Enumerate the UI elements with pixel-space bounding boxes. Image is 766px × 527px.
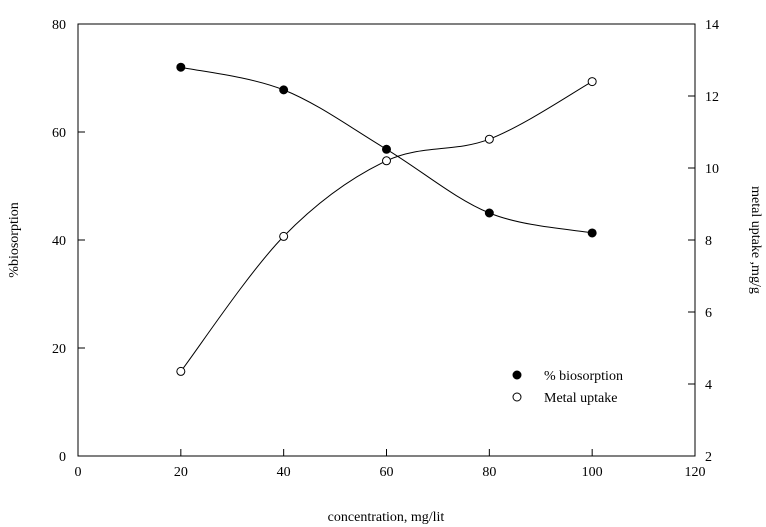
y-tick-label: 60 xyxy=(52,126,66,141)
data-point-metal-uptake xyxy=(382,156,391,166)
y2-tick-label: 10 xyxy=(705,162,719,177)
legend: % biosorption Metal uptake xyxy=(512,369,623,406)
series-line-metal-uptake xyxy=(180,81,593,372)
x-tick-label: 40 xyxy=(277,465,291,480)
y2-axis-label: metal uptake ,mg/g xyxy=(748,186,763,294)
x-axis-label: concentration, mg/lit xyxy=(328,510,445,525)
y-tick-label: 0 xyxy=(59,450,66,465)
y2-tick-label: 14 xyxy=(705,18,719,33)
y2-tick-label: 8 xyxy=(705,234,712,249)
legend-label-metal-uptake: Metal uptake xyxy=(544,391,617,406)
curves xyxy=(180,66,593,372)
y2-tick-label: 2 xyxy=(705,450,712,465)
legend-marker-biosorption xyxy=(512,370,522,380)
data-point-biosorption xyxy=(279,85,289,95)
data-point-metal-uptake xyxy=(484,134,494,144)
y2-tick-label: 6 xyxy=(705,306,712,321)
y-tick-label: 80 xyxy=(52,18,66,33)
legend-label-biosorption: % biosorption xyxy=(544,369,623,384)
ticks: 0 20 40 60 80 100 120 0 20 40 60 80 2 4 6 8 10 12 14 xyxy=(52,18,719,480)
data-point-biosorption xyxy=(382,144,391,154)
markers xyxy=(176,62,597,376)
x-tick-label: 100 xyxy=(582,465,603,480)
y2-tick-label: 12 xyxy=(705,90,719,105)
y2-tick-label: 4 xyxy=(705,378,712,393)
x-tick-label: 60 xyxy=(380,465,394,480)
x-tick-label: 0 xyxy=(75,465,82,480)
y-tick-label: 40 xyxy=(52,234,66,249)
legend-marker-metal-uptake xyxy=(512,392,522,402)
data-point-biosorption xyxy=(587,228,597,238)
data-point-biosorption xyxy=(484,208,494,218)
data-point-metal-uptake xyxy=(279,231,289,241)
data-point-metal-uptake xyxy=(176,366,186,376)
y-tick-label: 20 xyxy=(52,342,66,357)
data-point-metal-uptake xyxy=(587,77,597,87)
x-tick-label: 20 xyxy=(174,465,188,480)
x-tick-label: 120 xyxy=(685,465,706,480)
data-point-biosorption xyxy=(176,62,186,72)
x-tick-label: 80 xyxy=(482,465,496,480)
y-axis-label: %biosorption xyxy=(7,202,22,277)
